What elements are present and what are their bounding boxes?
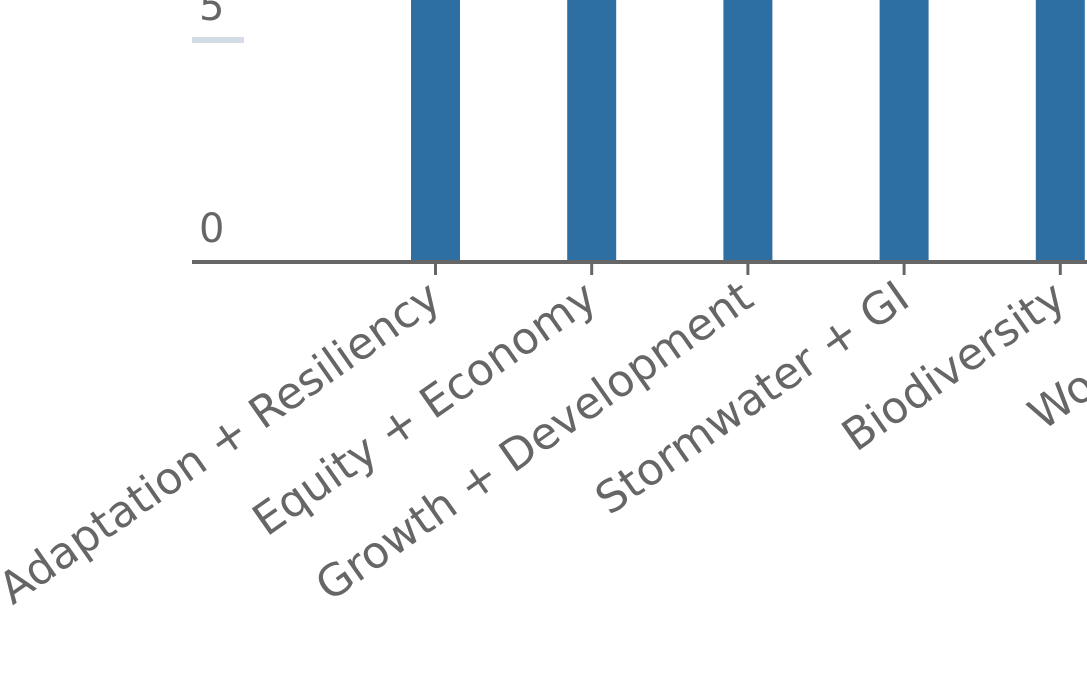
bars xyxy=(411,0,1085,262)
bar xyxy=(879,0,929,262)
y-axis-ticks: 05 xyxy=(192,0,244,252)
bar xyxy=(567,0,617,262)
y-tick-label: 0 xyxy=(199,206,224,252)
bar xyxy=(411,0,460,262)
y-tick-label: 5 xyxy=(199,0,224,30)
bar xyxy=(723,0,773,262)
bar xyxy=(1035,0,1085,262)
